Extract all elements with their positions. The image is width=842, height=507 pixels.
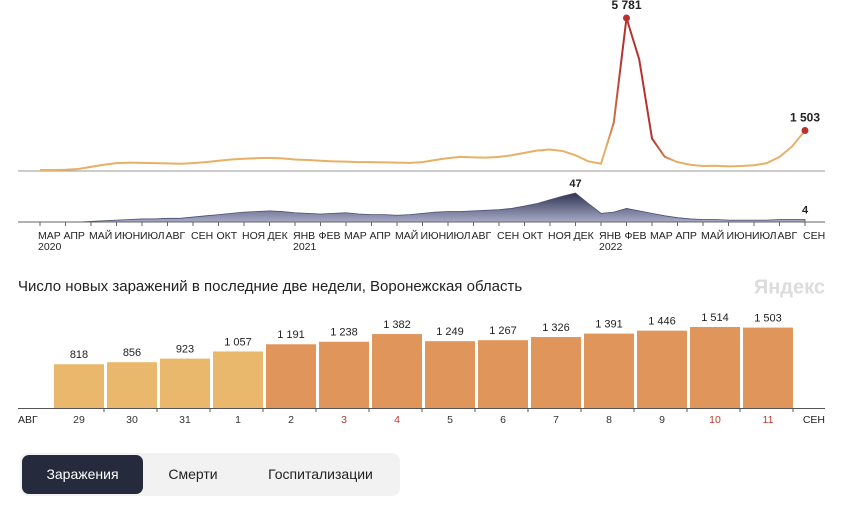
x-tick-label: МАЙ [395,229,418,242]
data-label: 1 503 [790,111,820,125]
x-tick-label: 31 [179,414,191,426]
bar [531,337,581,408]
data-label: 1 249 [436,326,464,338]
x-tick-label: ИЮЛ [752,230,777,242]
x-tick-label: СЕН [191,230,213,242]
month-label: СЕН [803,414,825,426]
tab[interactable]: Заражения [22,455,143,494]
x-tick-label: 6 [500,414,506,426]
x-tick-label: ФЕВ [625,230,647,242]
x-tick-label: СЕН [803,230,825,242]
x-tick-label: 8 [606,414,612,426]
bar [425,341,475,408]
bar [266,344,316,408]
x-tick-label: ДЕК [574,230,595,242]
x-tick-label: МАР [38,230,61,242]
charts: Число новых заражений в последние две не… [18,0,825,426]
data-label: 856 [123,347,141,359]
x-tick-label: МАР [344,230,367,242]
x-tick-label: МАЙ [89,229,112,242]
x-tick-label: ДЕК [268,230,289,242]
x-tick-label: АПР [676,230,697,242]
x-tick-label: ИЮН [115,230,141,242]
year-label: 2022 [599,241,623,253]
month-label: АВГ [18,414,38,426]
tab[interactable]: Смерти [168,466,218,482]
data-label: 1 057 [224,336,252,348]
data-label: 1 326 [542,322,570,334]
highlight-point [801,126,809,134]
data-label: 47 [569,178,581,190]
x-tick-label: ИЮЛ [140,230,165,242]
data-label: 1 503 [754,312,782,324]
data-label: 1 267 [489,325,517,337]
tab[interactable]: Госпитализации [268,466,373,482]
bar [478,340,528,408]
tab-bar: Заражения Смерти Госпитализации [20,453,400,496]
bar [637,330,687,408]
x-tick-label: 30 [126,414,138,426]
x-tick-label: НОЯ [242,230,265,242]
x-tick-label: ОКТ [523,230,544,242]
x-tick-label: АВГ [472,230,492,242]
x-tick-label: ОКТ [217,230,238,242]
x-tick-label: АВГ [166,230,186,242]
highlight-point [623,14,630,22]
bar [213,351,263,408]
x-tick-label: 1 [235,414,241,426]
bar [584,333,634,408]
data-label: 818 [70,349,88,361]
data-label: 923 [176,344,194,356]
x-tick-label: 2 [288,414,294,426]
x-tick-label: АПР [64,230,85,242]
brand: Яндекс [754,276,825,298]
bar [54,364,104,408]
chart-title: Число новых заражений в последние две не… [18,278,522,295]
data-label: 1 238 [330,327,358,339]
data-label: 1 391 [595,318,623,330]
x-tick-label: 3 [341,414,347,426]
data-label: 1 514 [701,312,729,324]
data-label: 5 781 [611,0,641,12]
bar [107,362,157,408]
bar [690,327,740,408]
data-label: 1 191 [277,329,305,341]
bar [160,358,210,408]
x-tick-label: 9 [659,414,665,426]
x-tick-label: ЯНВ [599,230,621,242]
x-tick-label: ФЕВ [319,230,341,242]
x-tick-label: 4 [394,414,400,426]
x-tick-label: ЯНВ [293,230,315,242]
x-tick-label: 7 [553,414,559,426]
x-tick-label: ИЮН [421,230,447,242]
data-label: 1 382 [383,319,411,331]
cases-line [40,17,806,171]
x-tick-label: АВГ [778,230,798,242]
x-tick-label: МАР [650,230,673,242]
x-tick-label: 10 [709,414,721,426]
x-tick-label: 29 [73,414,85,426]
x-tick-label: АПР [370,230,391,242]
data-label: 4 [802,204,809,216]
x-tick-label: МАЙ [701,229,724,242]
x-tick-label: СЕН [497,230,519,242]
x-tick-label: 5 [447,414,453,426]
x-tick-label: 11 [763,414,774,426]
deaths-area [40,192,806,223]
bar [743,327,793,408]
data-label: 1 446 [648,316,676,328]
x-tick-label: ИЮЛ [446,230,471,242]
x-tick-label: НОЯ [548,230,571,242]
year-label: 2020 [38,241,62,253]
bar [319,341,369,408]
bar [372,334,422,408]
year-label: 2021 [293,241,317,253]
x-tick-label: ИЮН [727,230,753,242]
